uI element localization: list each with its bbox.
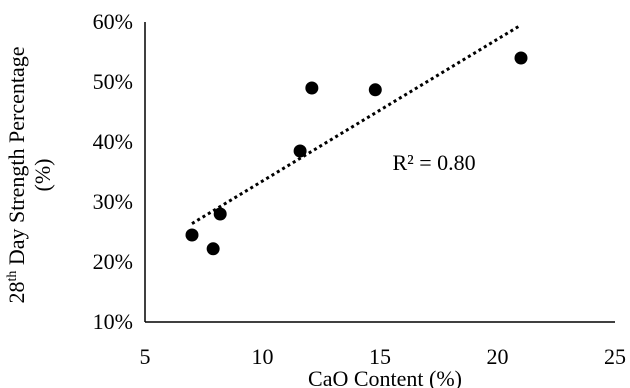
x-axis-title: CaO Content (%) bbox=[308, 366, 462, 388]
data-point bbox=[206, 242, 220, 256]
y-tick-labels: 10% 20% 30% 40% 50% 60% bbox=[93, 9, 133, 334]
x-tick-label: 5 bbox=[140, 344, 151, 369]
y-axis-title-suffix: Day Strength Percentage bbox=[4, 46, 29, 270]
y-axis-title: 28th Day Strength Percentage bbox=[4, 46, 29, 303]
x-tick-labels: 5 10 15 20 25 bbox=[140, 344, 627, 369]
data-point bbox=[213, 207, 227, 221]
y-axis-title-prefix: 28 bbox=[4, 282, 29, 304]
x-tick-label: 25 bbox=[604, 344, 626, 369]
trendline bbox=[191, 23, 522, 225]
trendline-line bbox=[191, 23, 522, 225]
data-point bbox=[305, 81, 319, 95]
x-tick-label: 10 bbox=[252, 344, 274, 369]
annotations: R² = 0.80 bbox=[392, 150, 475, 175]
y-axis-title-line2: (%) bbox=[30, 159, 55, 192]
data-point bbox=[514, 51, 528, 65]
y-tick-label: 30% bbox=[93, 189, 133, 214]
x-tick-label: 20 bbox=[487, 344, 509, 369]
y-tick-label: 10% bbox=[93, 309, 133, 334]
y-tick-label: 60% bbox=[93, 9, 133, 34]
y-axis-title-superscript: th bbox=[5, 271, 20, 282]
data-point bbox=[293, 144, 307, 158]
data-points bbox=[185, 51, 528, 256]
data-point bbox=[185, 228, 199, 242]
r-squared-annotation: R² = 0.80 bbox=[392, 150, 475, 175]
axes bbox=[144, 22, 615, 323]
data-point bbox=[368, 83, 382, 97]
x-tick-label: 15 bbox=[369, 344, 391, 369]
y-tick-label: 20% bbox=[93, 249, 133, 274]
y-tick-label: 50% bbox=[93, 69, 133, 94]
y-tick-label: 40% bbox=[93, 129, 133, 154]
